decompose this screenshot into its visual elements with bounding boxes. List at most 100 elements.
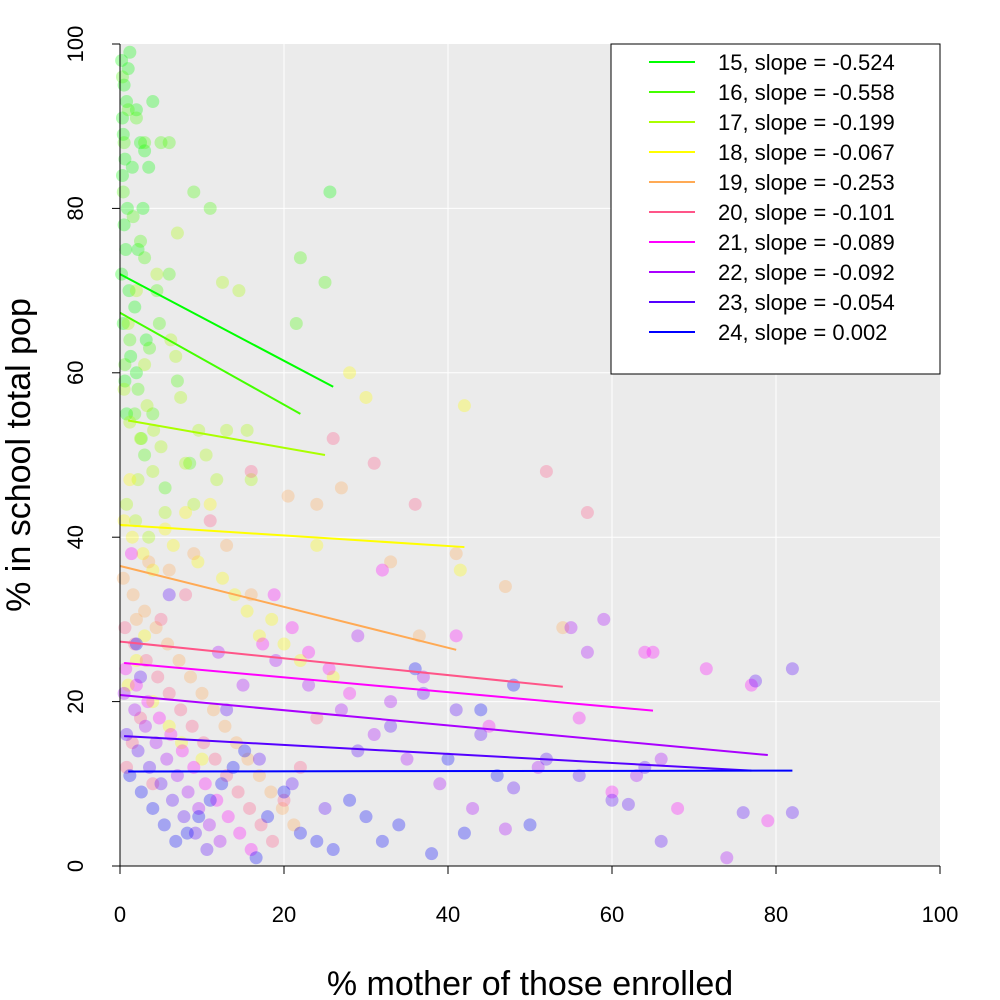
y-tick-label: 60 — [63, 361, 88, 385]
data-point — [187, 547, 201, 561]
data-point — [128, 703, 142, 717]
data-point — [146, 777, 160, 791]
data-point — [157, 818, 171, 832]
data-point — [310, 538, 324, 552]
data-point — [152, 711, 166, 725]
data-point — [118, 374, 132, 388]
x-tick-label: 40 — [436, 902, 460, 927]
data-point — [293, 251, 307, 265]
data-point — [785, 662, 799, 676]
data-point — [216, 571, 229, 585]
data-point — [180, 826, 194, 840]
data-point — [124, 547, 138, 561]
data-point — [170, 374, 184, 388]
data-point — [118, 621, 132, 635]
data-point — [120, 497, 134, 511]
data-point — [131, 243, 145, 256]
data-point — [185, 719, 199, 733]
data-point — [269, 654, 283, 667]
data-point — [192, 423, 206, 437]
data-point — [172, 654, 186, 667]
data-point — [241, 752, 255, 766]
data-point — [580, 645, 594, 659]
data-point — [375, 563, 389, 577]
data-point — [197, 736, 211, 750]
data-point — [334, 481, 348, 495]
data-point — [129, 366, 143, 380]
data-point — [334, 703, 348, 717]
legend-label: 23, slope = -0.054 — [718, 290, 895, 315]
data-point — [154, 136, 168, 150]
data-point — [162, 588, 176, 602]
data-point — [638, 760, 652, 774]
data-point — [140, 399, 154, 413]
data-point — [252, 769, 266, 783]
data-point — [188, 826, 202, 840]
data-point — [359, 810, 373, 824]
data-point — [323, 185, 337, 199]
data-point — [120, 407, 134, 421]
data-point — [384, 719, 398, 733]
data-point — [187, 497, 201, 511]
y-tick-label: 100 — [63, 26, 88, 63]
data-point — [254, 818, 268, 832]
data-point — [134, 136, 147, 150]
data-point — [433, 777, 447, 791]
legend-label: 22, slope = -0.092 — [718, 260, 895, 285]
data-point — [281, 489, 295, 503]
data-point — [139, 333, 153, 347]
data-point — [142, 530, 156, 544]
data-point — [129, 111, 143, 125]
data-point — [498, 822, 512, 836]
data-point — [375, 834, 389, 848]
data-point — [218, 719, 232, 733]
data-point — [392, 818, 406, 832]
data-point — [142, 160, 156, 174]
data-point — [322, 662, 336, 676]
data-point — [181, 785, 195, 799]
data-point — [287, 818, 301, 832]
data-point — [221, 810, 235, 824]
regression-line — [119, 311, 301, 415]
data-point — [351, 629, 365, 643]
data-point — [119, 662, 133, 676]
legend-label: 16, slope = -0.558 — [718, 80, 895, 105]
data-point — [244, 843, 258, 857]
data-point — [143, 341, 157, 355]
data-point — [289, 316, 303, 330]
data-point — [146, 801, 160, 815]
data-point — [236, 678, 250, 692]
data-point — [244, 464, 258, 478]
data-point — [203, 201, 217, 215]
data-point — [120, 201, 134, 215]
data-point — [134, 432, 148, 446]
data-point — [597, 612, 611, 626]
data-point — [384, 555, 398, 569]
data-point — [149, 736, 163, 750]
data-point — [128, 300, 142, 314]
data-point — [720, 851, 734, 865]
data-point — [749, 674, 762, 688]
data-point — [343, 686, 357, 700]
data-point — [266, 834, 280, 848]
legend-label: 24, slope = 0.002 — [718, 320, 887, 345]
data-point — [210, 473, 224, 487]
data-point — [147, 423, 161, 437]
data-point — [183, 456, 197, 470]
data-point — [134, 234, 147, 248]
data-point — [261, 810, 275, 824]
legend-label: 18, slope = -0.067 — [718, 140, 895, 165]
data-point — [310, 711, 324, 725]
data-point — [264, 785, 278, 799]
data-point — [638, 645, 652, 659]
data-point — [162, 686, 176, 700]
data-point — [195, 686, 209, 700]
data-point — [134, 432, 147, 446]
y-tick-label: 0 — [63, 860, 88, 872]
data-point — [158, 506, 172, 520]
data-point — [125, 530, 139, 544]
data-point — [191, 555, 205, 569]
data-point — [233, 826, 247, 840]
data-point — [177, 810, 191, 824]
